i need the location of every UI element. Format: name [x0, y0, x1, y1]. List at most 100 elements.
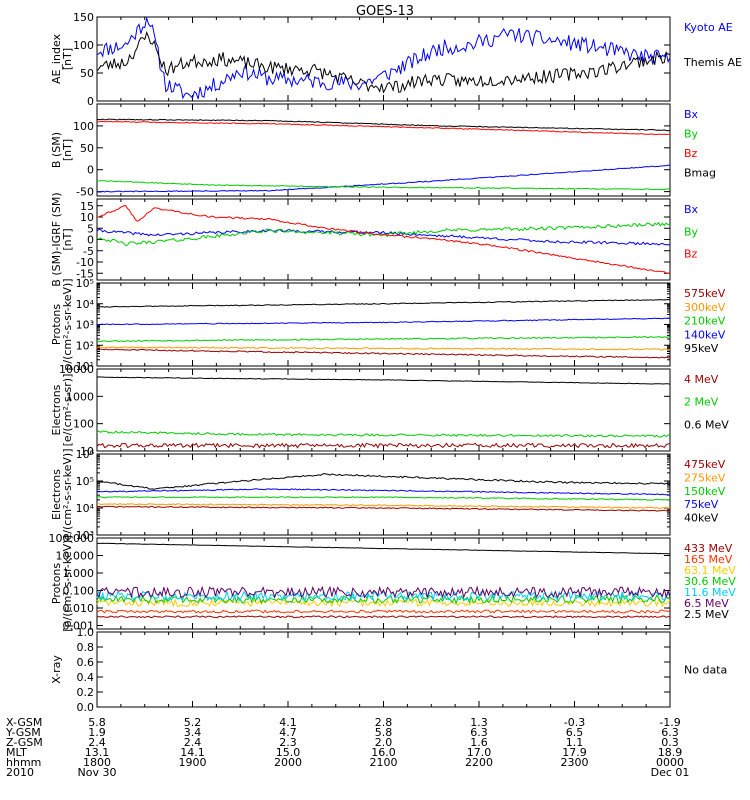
y-tick-label: 0.0 [77, 701, 95, 714]
y-tick-label: 10 [80, 211, 94, 224]
footer-cell: 2.8 [375, 716, 393, 729]
footer-row-label: Y-GSM [5, 726, 41, 739]
y-axis-label: p/(cm²-s-sr-keV)] [61, 278, 74, 370]
footer-cell: 15.0 [276, 746, 301, 759]
legend-entry: 0.6 MeV [684, 418, 729, 431]
footer-cell: 17.0 [467, 746, 492, 759]
y-tick-label: -10 [76, 256, 94, 269]
series-line-themis-ae [96, 30, 671, 94]
y-tick-label: 10⁴ [76, 502, 95, 515]
footer-cell: 5.8 [375, 726, 393, 739]
legend-entry: By [684, 128, 699, 141]
series-line-by [96, 222, 670, 247]
series-line-kyoto-ae [96, 16, 671, 100]
legend-entry: 433 MeV [684, 542, 733, 555]
legend-entry: 150keV [684, 485, 726, 498]
series-line-6.5-mev [96, 585, 671, 600]
legend-entry: 4 MeV [684, 373, 719, 386]
no-data-label: No data [684, 664, 727, 677]
series-line-11.6-mev [96, 589, 671, 602]
footer-cell: 5.2 [184, 716, 202, 729]
footer-cell: 16.0 [371, 746, 396, 759]
footer-cell: 0000 [656, 756, 684, 769]
legend-entry: Kyoto AE [684, 21, 733, 34]
series-line-by [96, 180, 671, 191]
footer-cell: 2.4 [88, 736, 106, 749]
y-tick-label: 5 [87, 222, 94, 235]
y-tick-label: 0.8 [77, 641, 95, 654]
series-line-165-mev [96, 609, 671, 614]
footer-row-label: X-GSM [6, 716, 42, 729]
footer-cell: 2.4 [184, 736, 202, 749]
series-line-300kev [96, 346, 671, 351]
footer-cell: 5.8 [88, 716, 106, 729]
footer-cell: -1.9 [659, 716, 680, 729]
panel-5: 10 100 1000 10000 Electrons[e/(cm²-s-sr)] 4 M… [50, 363, 729, 458]
series-line-bz [96, 205, 671, 274]
legend-entry: 140keV [684, 328, 726, 341]
y-axis-label: Electrons [50, 384, 63, 435]
series-line-bmag [96, 118, 671, 132]
series-line-210kev [96, 335, 671, 343]
y-tick-label: 10⁶ [76, 448, 95, 461]
footer-cell: 17.9 [562, 746, 587, 759]
y-tick-label: 0.001 [63, 620, 95, 633]
series-line-40kev [96, 473, 671, 490]
footer-cell: 2.3 [279, 736, 297, 749]
series-line-30.6-mev [96, 593, 671, 605]
footer-cell: 2200 [465, 756, 493, 769]
footer-cell: 13.1 [85, 746, 110, 759]
y-tick-label: 100 [73, 39, 94, 52]
legend-entry: 30.6 MeV [684, 575, 736, 588]
legend-entry: Bmag [684, 167, 716, 180]
y-tick-label: 0 [87, 164, 94, 177]
y-axis-label: [nT] [61, 139, 74, 161]
panel-frame [96, 631, 671, 708]
legend-entry: 63.1 MeV [684, 564, 736, 577]
y-tick-label: 50 [80, 142, 94, 155]
legend-entry: 300keV [684, 301, 726, 314]
legend-entry: 575keV [684, 287, 726, 300]
legend-entry: 2.5 MeV [684, 608, 729, 621]
legend-entry: 6.5 MeV [684, 597, 729, 610]
footer-cell: 3.4 [184, 726, 202, 739]
y-tick-label: 0 [87, 95, 94, 108]
series-line-575kev [96, 348, 671, 359]
y-axis-label: Electrons [50, 469, 63, 520]
legend-entry: Bz [684, 147, 698, 160]
panel-2: -50 0 50 100 B (SM)[nT] Bx By Bz Bmag [50, 103, 716, 199]
legend-entry: By [684, 225, 699, 238]
legend-entry: 75keV [684, 498, 719, 511]
y-axis-label: [nT] [61, 228, 74, 250]
panel-frame [96, 368, 671, 452]
footer-cell: 1.6 [470, 736, 488, 749]
y-axis-label: [p/(cm²-s-sr-keV)] [61, 535, 74, 632]
footer-cell: 2000 [274, 756, 302, 769]
panel-frame [96, 103, 671, 197]
ephemeris-footer: X-GSMY-GSMZ-GSMMLThhmm20105.81.92.413.11… [5, 716, 689, 779]
footer-cell: 14.1 [180, 746, 205, 759]
y-axis-label: AE_index [50, 33, 63, 84]
panel-1: 0 50 100 150 AE_index[nT] Kyoto AE Themis AE [50, 11, 742, 108]
y-tick-label: 10.000 [56, 550, 95, 563]
y-tick-label: 10¹ [76, 360, 94, 373]
footer-cell: 1.1 [566, 736, 584, 749]
y-tick-label: 10000 [59, 363, 94, 376]
y-axis-label: e/(cm²-s-sr-keV)] [61, 449, 74, 541]
series-line-475kev [96, 505, 671, 512]
y-axis-label: Protons [50, 304, 63, 345]
footer-cell: 1800 [83, 756, 111, 769]
y-tick-label: 1.0 [77, 626, 95, 639]
footer-cell: 1.3 [470, 716, 488, 729]
footer-cell: 1.9 [88, 726, 106, 739]
series-line-275kev [96, 503, 671, 509]
legend-entry: 210keV [684, 315, 726, 328]
y-tick-label: 50 [80, 67, 94, 80]
legend-entry: 40keV [684, 512, 719, 525]
footer-cell: 2300 [561, 756, 589, 769]
legend-entry: 2 MeV [684, 396, 719, 409]
y-axis-label: Protons [50, 563, 63, 604]
series-line-bx [96, 164, 671, 193]
